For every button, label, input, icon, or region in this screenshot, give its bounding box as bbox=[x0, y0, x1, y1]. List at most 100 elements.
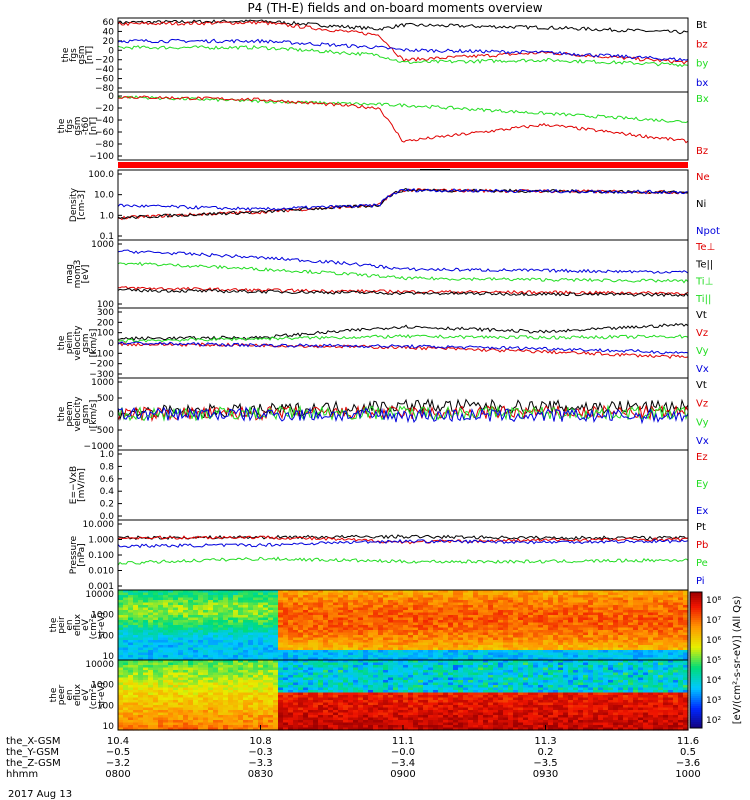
legend-entry: Bt bbox=[696, 20, 707, 31]
panel-ylabel-line: gsm bbox=[77, 45, 87, 64]
panel-ylabel-line: Pressure bbox=[69, 535, 79, 574]
x-axis-value: −3.4 bbox=[391, 758, 415, 769]
x-axis-row-label: the_Y-GSM bbox=[6, 747, 59, 758]
series-Bx bbox=[117, 95, 689, 124]
series-Vy bbox=[117, 333, 689, 343]
series-Vt bbox=[117, 398, 689, 421]
panel-ylabel-line: eV bbox=[81, 688, 91, 701]
panel-ylabel-line: fgs bbox=[65, 119, 75, 133]
x-axis-value: −3.6 bbox=[676, 758, 700, 769]
panel-ylabel-line: sr-eV) bbox=[97, 612, 107, 638]
y-tick-label: 10000 bbox=[85, 660, 114, 670]
panel-ylabel-line: (cm²s- bbox=[89, 611, 99, 640]
legend-entry: Vt bbox=[696, 380, 707, 391]
y-tick-label: 1.0 bbox=[100, 211, 115, 221]
colorbar-tick: 10⁵ bbox=[706, 656, 721, 666]
x-axis: the_X-GSM 10.4 10.8 11.1 11.3 11.6 the_Y-GSM −0… bbox=[6, 725, 701, 780]
y-tick-label: 100 bbox=[97, 300, 114, 310]
y-tick-label: 0 bbox=[108, 46, 114, 56]
y-tick-label: 0.8 bbox=[100, 462, 115, 472]
y-tick-label: 10.000 bbox=[83, 520, 115, 530]
y-tick-label: 200 bbox=[97, 318, 114, 328]
legend-entry: Vy bbox=[696, 417, 709, 428]
y-tick-label: 0.100 bbox=[88, 551, 114, 561]
y-tick-label: −80 bbox=[95, 140, 114, 150]
x-axis-value: 0930 bbox=[533, 769, 558, 780]
legend-entry: Pb bbox=[696, 540, 708, 551]
panel-ylabel-line: E=−VxB bbox=[69, 466, 79, 504]
y-tick-label: 1000 bbox=[91, 378, 114, 388]
y-tick-label: 10000 bbox=[85, 590, 114, 600]
x-axis-value: −3.3 bbox=[248, 758, 272, 769]
y-tick-label: 0.0 bbox=[100, 512, 115, 522]
series-Pe bbox=[117, 556, 689, 566]
series-Vx bbox=[117, 341, 689, 355]
legend-entry: Vz bbox=[696, 399, 708, 410]
panel-ylabel-line: [km/s] bbox=[89, 329, 99, 358]
x-axis-value: −3.5 bbox=[533, 758, 557, 769]
panel-ylabel-line: peim bbox=[65, 332, 75, 355]
y-tick-label: 1000 bbox=[91, 611, 114, 621]
status-bar bbox=[118, 162, 688, 171]
colorbar: 10⁸ 10⁷ 10⁶ 10⁵ 10⁴ 10³ 10² [eV/(cm²-s-sr-eV)] … bbox=[689, 591, 743, 729]
legend-entry: Bz bbox=[696, 146, 708, 157]
panel-ylabel-line: Density bbox=[69, 187, 79, 222]
legend-entry: Ne bbox=[696, 172, 710, 183]
x-axis-value: 1000 bbox=[675, 769, 700, 780]
series-Te|| bbox=[117, 288, 689, 298]
y-tick-label: 0 bbox=[108, 92, 114, 102]
panel-frame bbox=[117, 519, 689, 591]
panel-ylabel-line: the bbox=[61, 47, 71, 62]
y-tick-label: −300 bbox=[89, 370, 114, 380]
legend-entry: Vy bbox=[696, 346, 709, 357]
y-tick-label: 0.010 bbox=[88, 567, 114, 577]
x-axis-value: 0800 bbox=[105, 769, 130, 780]
x-axis-value: 0.5 bbox=[680, 747, 696, 758]
y-tick-label: 10 bbox=[103, 722, 115, 732]
panel-ylabel-line: gsm bbox=[81, 333, 91, 352]
legend-entry: Bx bbox=[696, 94, 709, 105]
y-tick-label: 0.6 bbox=[100, 475, 115, 485]
panel-frame bbox=[117, 239, 689, 309]
panel-ylabel-line: [eV] bbox=[81, 265, 91, 284]
y-tick-label: −1000 bbox=[84, 442, 115, 452]
panel-ylabel-line: en bbox=[65, 619, 75, 630]
panels: thefgsgsm[nT]6040200−20−40−60−80Btbzbybx… bbox=[49, 17, 720, 732]
legend-entry: by bbox=[696, 59, 708, 70]
legend-entry: bz bbox=[696, 39, 708, 50]
colorbar-tick: 10⁸ bbox=[706, 596, 721, 606]
y-tick-label: 300 bbox=[97, 308, 114, 318]
y-tick-label: −100 bbox=[89, 152, 114, 162]
y-tick-label: 0.2 bbox=[100, 500, 114, 510]
panel-ylabel-line: the bbox=[57, 335, 67, 350]
series-Pi bbox=[117, 538, 689, 549]
x-axis-value: 10.4 bbox=[107, 736, 129, 747]
y-tick-label: 0 bbox=[108, 339, 114, 349]
legend-entry: Pe bbox=[696, 558, 708, 569]
y-tick-label: 100 bbox=[97, 701, 114, 711]
plot-title: P4 (TH-E) fields and on-board moments ov… bbox=[247, 1, 542, 15]
x-axis-value: 11.6 bbox=[677, 736, 699, 747]
y-tick-label: 20 bbox=[103, 37, 115, 47]
panel-ylabel-line: mag bbox=[65, 264, 75, 284]
y-tick-label: 1.0 bbox=[100, 450, 115, 460]
panel-ylabel-line: mom3 bbox=[73, 260, 83, 289]
y-tick-label: −60 bbox=[95, 128, 114, 138]
panel-ylabel-line: [nT] bbox=[85, 46, 95, 64]
panel-ylabel-line: [nT] bbox=[89, 117, 99, 135]
panel-ylabel-line: velocity bbox=[73, 325, 83, 361]
series-Ti|| bbox=[117, 249, 689, 274]
series-bz bbox=[117, 20, 689, 65]
x-axis-value: 0830 bbox=[248, 769, 273, 780]
panel-frame bbox=[117, 307, 689, 379]
y-tick-label: 0 bbox=[108, 410, 114, 420]
panel-ylabel-line: [nPa] bbox=[77, 543, 87, 566]
legend-entry: Vz bbox=[696, 328, 708, 339]
series-Vt bbox=[117, 322, 689, 341]
panel-ylabel-line: velocity bbox=[73, 396, 83, 432]
legend-entry: Ez bbox=[696, 452, 708, 463]
